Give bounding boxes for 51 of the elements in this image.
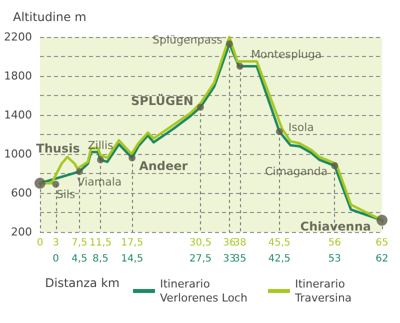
x-tick-label: 3 <box>52 238 59 248</box>
x-tick-label: 17,5 <box>120 238 144 248</box>
x2-tick-label: 14,5 <box>120 254 144 264</box>
x-tick-label: 65 <box>376 238 388 248</box>
x2-tick-label: 4,5 <box>72 254 88 264</box>
x-tick-label: 38 <box>234 238 246 248</box>
point <box>226 40 233 48</box>
legend-label: Itinerario Verlorenes Loch <box>160 278 248 304</box>
point <box>128 154 136 162</box>
annotation: Viamala <box>77 176 122 189</box>
x2-tick-label: 62 <box>376 254 388 264</box>
x2-tick-label: 53 <box>328 254 342 264</box>
point <box>331 162 338 170</box>
y-tick-label: 600 <box>11 186 32 200</box>
x2-tick-label: 27,5 <box>189 254 212 264</box>
y-axis-title: Altitudine m <box>13 10 86 24</box>
x-tick-label: 30,5 <box>189 238 212 248</box>
annotation: Isola <box>288 121 314 134</box>
annotation: Sils <box>56 188 76 202</box>
annotation: Andeer <box>139 158 188 173</box>
legend-label: Itinerario Traversina <box>294 278 352 304</box>
point <box>97 156 104 164</box>
annotation: Montespluga <box>250 48 322 61</box>
point <box>52 180 60 188</box>
x2-tick-label: 33 <box>223 254 236 264</box>
x2-tick-label: 0 <box>52 254 59 264</box>
annotation: SPLÜGEN <box>130 93 194 108</box>
x-tick-label: 11,5 <box>89 238 112 248</box>
y-tick-label: 2200 <box>4 30 32 44</box>
x-tick-label: 56 <box>328 238 342 248</box>
point <box>76 168 83 176</box>
point <box>197 104 204 111</box>
y-tick-label: 1000 <box>4 148 32 160</box>
x-tick-label: 45,5 <box>268 238 291 248</box>
annotation: Zillis <box>88 138 114 152</box>
point <box>236 62 244 70</box>
y-tick-label: 1400 <box>4 108 32 122</box>
annotation: Splügenpass <box>152 33 223 46</box>
x-tick-label: 0 <box>36 238 44 248</box>
y-tick-label: 200 <box>11 226 32 238</box>
annotation: Cimaganda <box>265 165 328 178</box>
x-axis-title: Distanza km <box>45 276 120 290</box>
x-tick-label: 7,5 <box>72 238 88 248</box>
annotation: Thusis <box>36 141 80 156</box>
point <box>276 128 283 136</box>
x2-tick-label: 42,5 <box>268 254 291 264</box>
x2-tick-label: 35 <box>234 254 246 264</box>
x-tick-label: 36 <box>223 238 236 248</box>
y-tick-label: 1800 <box>4 70 32 82</box>
x2-tick-label: 8,5 <box>92 254 108 264</box>
annotation: Chiavenna <box>300 219 371 234</box>
